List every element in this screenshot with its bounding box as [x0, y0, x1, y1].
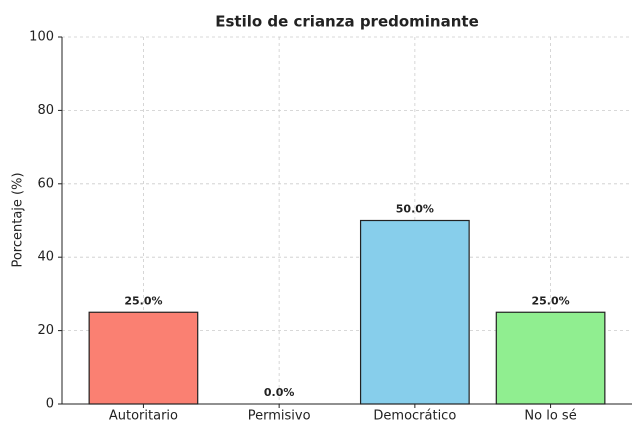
bar	[359, 219, 470, 405]
x-tick-label: No lo sé	[524, 409, 576, 421]
x-tick-label: Permisivo	[248, 409, 311, 421]
chart-title: Estilo de crianza predominante	[215, 13, 479, 31]
x-tick-label: Autoritario	[109, 409, 178, 421]
y-tick-label: 20	[37, 323, 54, 338]
value-label: 50.0%	[396, 203, 434, 216]
bar	[495, 311, 606, 405]
y-tick-label: 0	[46, 397, 54, 412]
y-tick-label: 100	[29, 30, 54, 45]
y-axis-label: Porcentaje (%)	[11, 172, 26, 267]
y-tick-label: 80	[37, 103, 54, 118]
y-tick-label: 40	[37, 250, 54, 265]
value-label: 25.0%	[531, 294, 569, 307]
bar	[88, 311, 199, 405]
value-label: 0.0%	[264, 386, 295, 399]
x-tick-label: Democrático	[373, 409, 456, 421]
y-tick-label: 60	[37, 176, 54, 191]
value-label: 25.0%	[124, 294, 162, 307]
